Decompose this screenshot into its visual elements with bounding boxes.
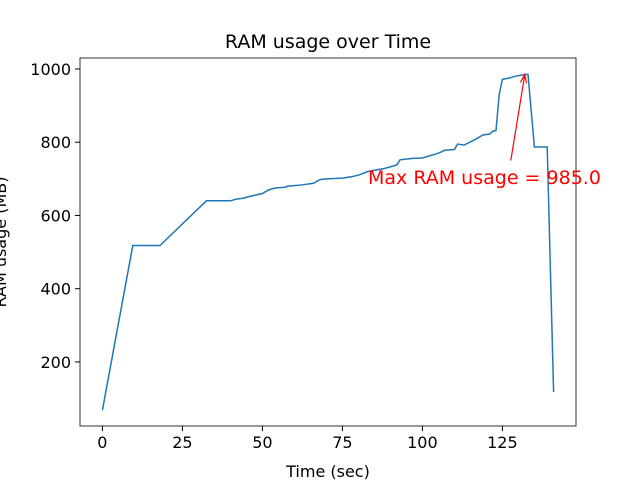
x-tick-label: 0	[97, 433, 107, 452]
x-tick-label: 50	[252, 433, 272, 452]
plot-frame	[79, 57, 577, 427]
x-tick-label: 75	[332, 433, 352, 452]
y-tick-label: 200	[40, 353, 71, 372]
y-tick-label: 600	[40, 206, 71, 225]
x-tick-label: 100	[407, 433, 438, 452]
y-tick-label: 800	[40, 133, 71, 152]
annotation-arrow	[510, 74, 526, 161]
x-tick-label: 125	[487, 433, 518, 452]
chart-title: RAM usage over Time	[225, 31, 431, 53]
x-axis-label: Time (sec)	[285, 462, 370, 480]
annotation-text: Max RAM usage = 985.0	[368, 167, 601, 189]
y-tick-label: 1000	[30, 60, 71, 79]
y-axis-label: RAM usage (MB)	[0, 177, 10, 308]
data-line	[101, 73, 555, 411]
x-tick-label: 25	[172, 433, 192, 452]
annotation-arrowhead	[519, 72, 528, 84]
y-tick-label: 400	[40, 280, 71, 299]
